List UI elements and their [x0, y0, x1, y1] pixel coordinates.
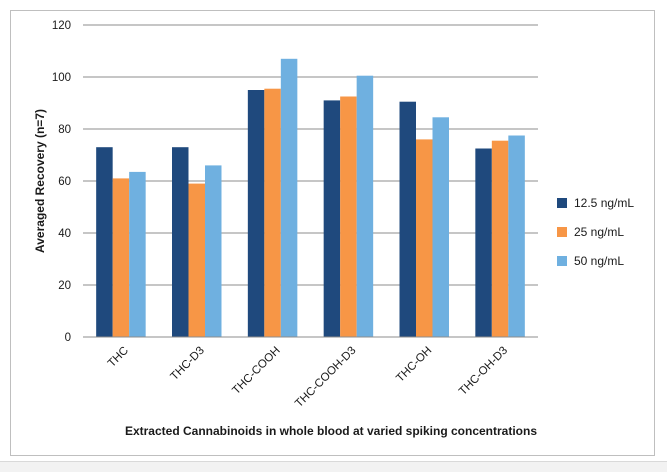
y-tick-label: 20 — [58, 280, 71, 292]
bar-thc-d3-series-3 — [205, 165, 222, 337]
y-tick-label: 60 — [58, 176, 71, 188]
bar-thc-oh-series-1 — [399, 101, 416, 337]
legend-label: 25 ng/mL — [574, 225, 624, 239]
bar-thc-oh-d3-series-1 — [475, 148, 492, 337]
bar-thc-series-2 — [112, 178, 130, 337]
y-tick-label: 0 — [65, 332, 71, 344]
bar-thc-cooh-series-2 — [264, 88, 281, 337]
legend-label: 12.5 ng/mL — [574, 196, 634, 210]
bar-thc-oh-d3-series-2 — [491, 140, 509, 337]
legend-label: 50 ng/mL — [574, 254, 624, 268]
bar-thc-cooh-series-3 — [280, 58, 298, 338]
bar-thc-d3-series-2 — [188, 183, 205, 337]
legend-swatch — [557, 227, 567, 237]
legend-swatch — [557, 198, 567, 208]
x-tick-label: THC-COOH-D3 — [293, 345, 358, 410]
bar-thc-series-1 — [96, 147, 113, 337]
x-axis-title: Extracted Cannabinoids in whole blood at… — [125, 424, 537, 438]
bar-thc-cooh-d3-series-3 — [356, 75, 374, 337]
y-tick-label: 120 — [52, 20, 71, 32]
grid-lines — [83, 24, 538, 286]
x-tick-label: THC-COOH — [230, 345, 282, 397]
bars — [96, 58, 525, 338]
bar-thc-oh-series-3 — [432, 117, 449, 337]
y-tick-label: 100 — [52, 72, 71, 84]
bar-thc-oh-d3-series-3 — [508, 135, 525, 337]
legend-swatch — [557, 256, 567, 266]
x-tick-label: THC-OH — [394, 345, 434, 385]
bar-thc-cooh-d3-series-2 — [340, 96, 357, 337]
legend: 12.5 ng/mL 25 ng/mL 50 ng/mL — [557, 196, 634, 268]
x-tick-labels: THC THC-D3 THC-COOH THC-COOH-D3 THC-OH THC-OH… — [106, 345, 510, 410]
x-tick-label: THC-OH-D3 — [457, 345, 510, 398]
y-axis-title: Averaged Recovery (n=7) — [33, 109, 47, 253]
bar-thc-series-3 — [129, 171, 146, 337]
bar-thc-cooh-series-1 — [247, 90, 265, 337]
x-tick-label: THC — [106, 345, 131, 370]
y-tick-label: 80 — [58, 124, 71, 136]
y-tick-labels: 0 20 40 60 80 100 120 — [52, 20, 71, 344]
window-bottom-edge — [0, 461, 667, 472]
bar-thc-d3-series-1 — [172, 147, 189, 337]
bar-thc-oh-series-2 — [416, 139, 433, 337]
bar-thc-cooh-d3-series-1 — [323, 100, 341, 338]
x-tick-label: THC-D3 — [169, 345, 207, 383]
y-tick-label: 40 — [58, 228, 71, 240]
